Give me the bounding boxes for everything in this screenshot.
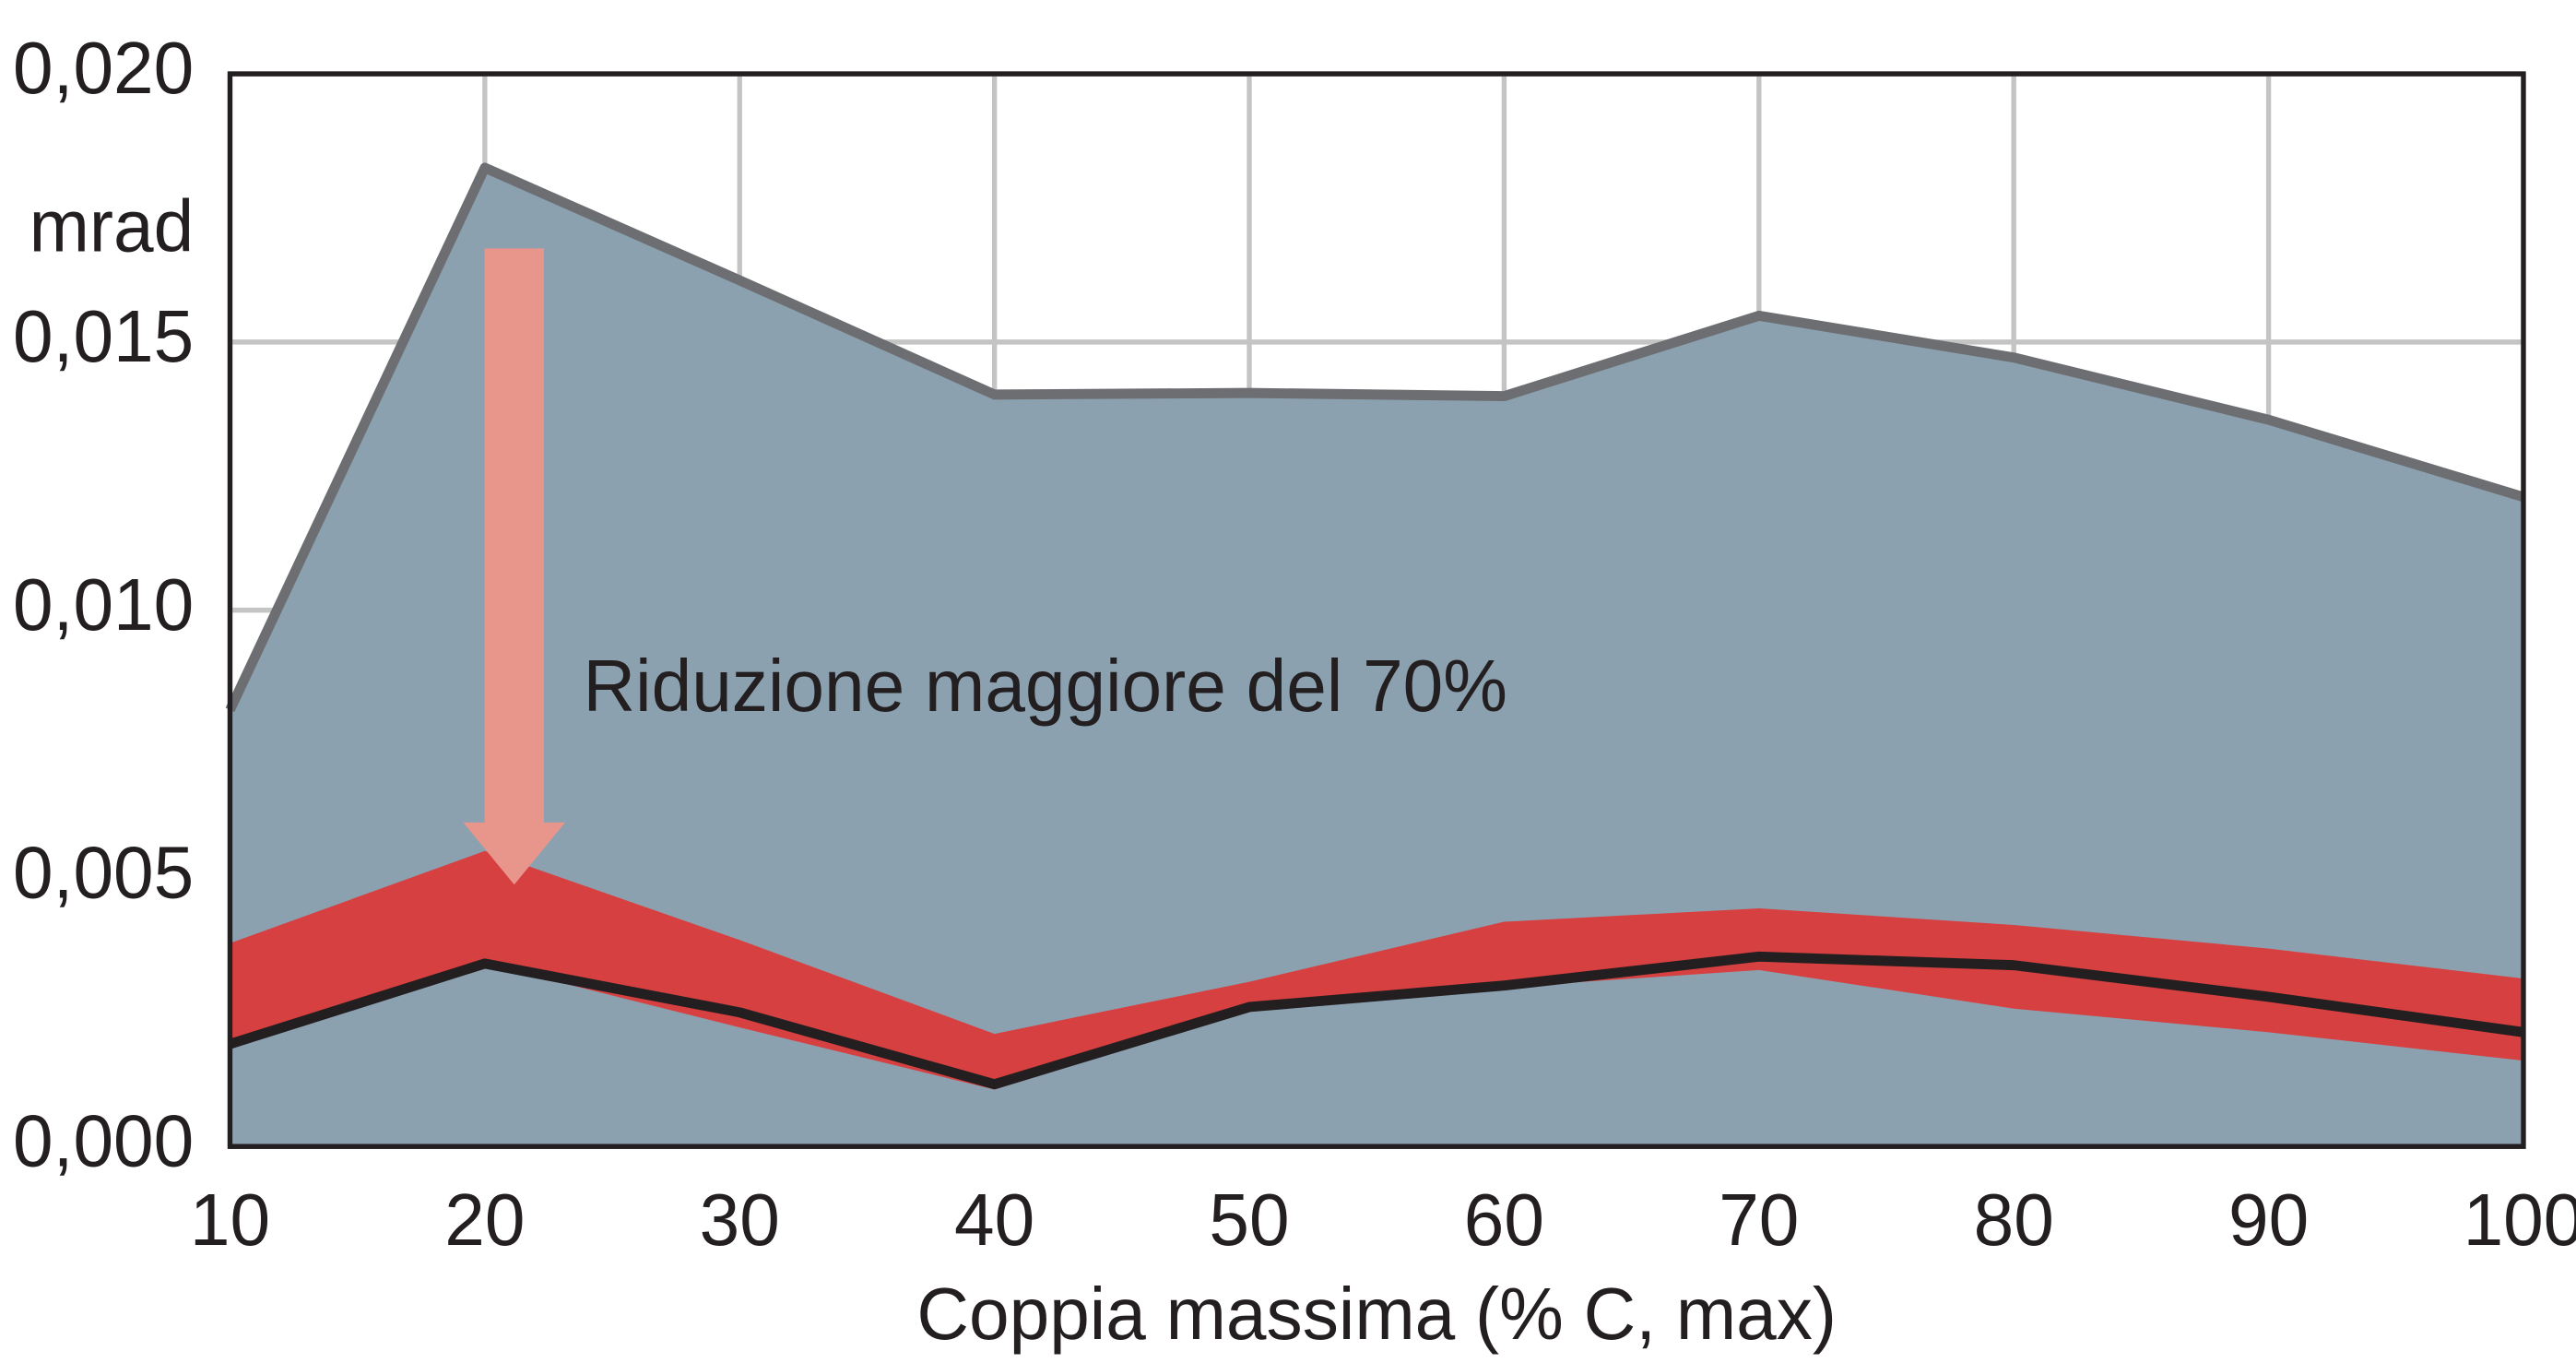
y-tick-label: 0,020 [13, 26, 194, 109]
y-tick-label: 0,010 [13, 563, 194, 646]
y-unit: mrad [30, 184, 195, 267]
reduction-arrow [463, 248, 565, 885]
annotation: Riduzione maggiore del 70% [584, 644, 1507, 727]
y-tick-label: 0,005 [13, 831, 194, 914]
x-tick-label: 70 [1719, 1178, 1799, 1261]
y-tick-label: 0,000 [13, 1099, 194, 1182]
y-tick-label: 0,015 [13, 294, 194, 377]
area-line [225, 162, 2525, 713]
x-tick-label: 80 [1974, 1178, 2054, 1261]
line [228, 951, 2524, 1090]
x-tick-label: 50 [1209, 1178, 1289, 1261]
x-tick-label: 20 [444, 1178, 525, 1261]
x-tick-label: 100 [2464, 1178, 2576, 1261]
x-tick-label: 60 [1464, 1178, 1544, 1261]
plot-frame [227, 71, 2526, 1149]
x-tick-label: 40 [954, 1178, 1034, 1261]
area-fill [230, 167, 2523, 1147]
overlay-layer: Riduzione maggiore del 70% mrad Coppia m… [30, 184, 1837, 1355]
plot-layer [225, 71, 2526, 1149]
x-tick-label: 30 [700, 1178, 780, 1261]
x-tick-label: 10 [190, 1178, 270, 1261]
x-axis-label: Coppia massima (% C, max) [916, 1272, 1837, 1355]
x-tick-label: 90 [2228, 1178, 2309, 1261]
